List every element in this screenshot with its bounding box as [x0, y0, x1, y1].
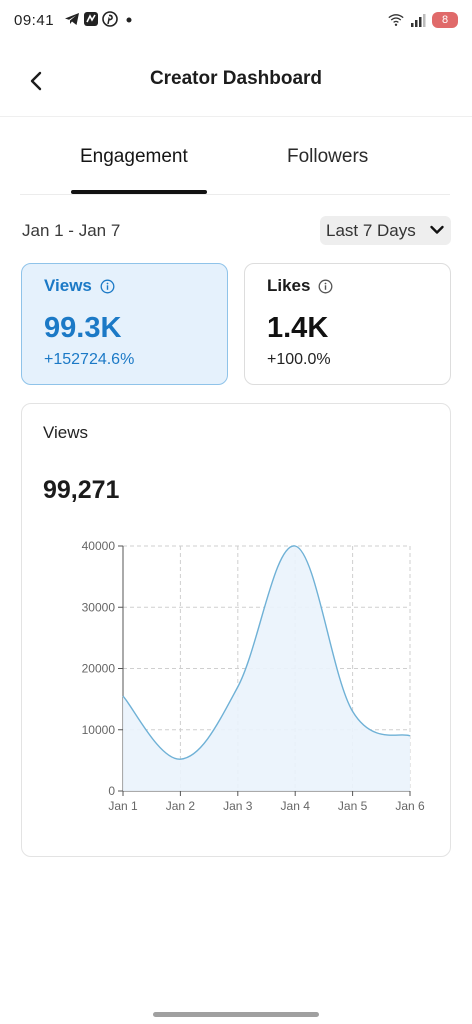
status-bar: 09:41 8	[0, 0, 472, 44]
status-notification-icons	[64, 11, 137, 27]
views-card-label: Views	[44, 276, 92, 295]
views-chart-card: Views 99,271 0 10000 20000 30000 40000 Jan 1 J…	[21, 403, 451, 857]
views-value: 99.3K	[44, 312, 122, 344]
series-area	[123, 545, 410, 791]
telegram-icon	[64, 11, 80, 27]
y-tick-label: 40000	[82, 539, 116, 553]
page-title: Creator Dashboard	[149, 68, 323, 89]
series-line	[122, 545, 411, 760]
views-area-chart: 0 10000 20000 30000 40000 Jan 1 Jan 2 Jan 3 Jan …	[82, 539, 425, 813]
tab-followers[interactable]: Followers	[287, 146, 369, 167]
views-metric-card[interactable]: Views 99.3K +152724.6%	[21, 263, 228, 385]
period-dropdown-value: Last 7 Days	[326, 220, 416, 240]
x-tick-label: Jan 5	[338, 799, 368, 813]
likes-change: +100.0%	[267, 351, 331, 368]
views-card-header: Views	[44, 276, 115, 296]
tab-bar: Engagement Followers	[20, 120, 450, 195]
status-system-icons: 8	[388, 12, 458, 28]
views-change: +152724.6%	[44, 351, 135, 368]
x-tick-label: Jan 4	[281, 799, 311, 813]
dot-icon	[121, 11, 137, 27]
date-range-label: Jan 1 - Jan 7	[22, 221, 121, 240]
info-icon[interactable]	[318, 279, 333, 294]
period-dropdown[interactable]: Last 7 Days	[320, 216, 451, 245]
wifi-icon	[388, 12, 404, 28]
y-tick-label: 20000	[82, 662, 116, 676]
x-tick-label: Jan 6	[395, 799, 425, 813]
likes-card-header: Likes	[267, 276, 333, 296]
app-icon	[83, 11, 99, 27]
chart-total: 99,271	[43, 476, 120, 504]
back-arrow-icon	[30, 71, 42, 91]
battery-indicator: 8	[432, 12, 458, 28]
tab-engagement[interactable]: Engagement	[80, 146, 188, 167]
status-time: 09:41	[14, 12, 55, 29]
likes-card-label: Likes	[267, 276, 311, 295]
y-tick-label: 0	[108, 784, 115, 798]
x-tick-label: Jan 3	[223, 799, 253, 813]
y-tick-label: 30000	[82, 600, 116, 614]
signal-icon	[410, 12, 426, 28]
y-tick-label: 10000	[82, 723, 116, 737]
x-tick-label: Jan 1	[108, 799, 138, 813]
likes-metric-card[interactable]: Likes 1.4K +100.0%	[244, 263, 451, 385]
back-button[interactable]	[22, 66, 52, 96]
app-header: Creator Dashboard	[0, 44, 472, 117]
x-tick-label: Jan 2	[166, 799, 196, 813]
pinterest-icon	[102, 11, 118, 27]
active-tab-indicator	[71, 190, 207, 194]
chevron-down-icon	[430, 225, 444, 234]
likes-value: 1.4K	[267, 312, 329, 344]
info-icon[interactable]	[100, 279, 115, 294]
chart-title: Views	[43, 423, 89, 442]
home-indicator[interactable]	[153, 1012, 319, 1017]
